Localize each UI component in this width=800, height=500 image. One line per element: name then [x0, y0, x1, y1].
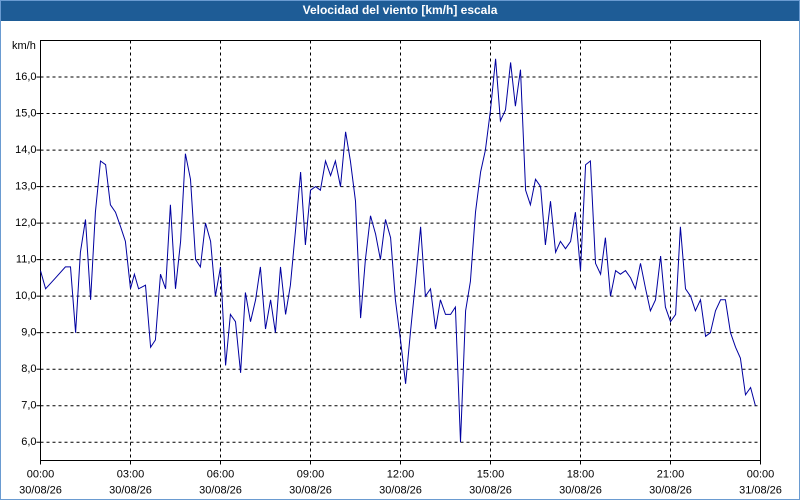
y-tick-label: 7,0 [21, 400, 36, 412]
x-tick-label: 00:00 [747, 468, 775, 480]
title-bar [0, 0, 800, 21]
y-tick-label: 11,0 [16, 254, 37, 266]
x-tick-label: 18:00 [567, 468, 595, 480]
y-tick-label: 15,0 [15, 107, 36, 119]
x-tick-label: 21:00 [657, 468, 685, 480]
x-tick-date: 30/08/26 [109, 484, 152, 496]
y-axis-label: km/h [12, 40, 36, 52]
y-tick-label: 12,0 [15, 217, 36, 229]
chart-title: Velocidad del viento [km/h] escala [303, 3, 498, 17]
x-tick-date: 30/08/26 [649, 484, 692, 496]
data-line [40, 58, 756, 443]
y-tick-label: 10,0 [15, 290, 36, 302]
y-tick-label: 9,0 [21, 327, 36, 339]
x-tick-date: 30/08/26 [469, 484, 512, 496]
y-tick-label: 8,0 [21, 363, 36, 375]
x-tick-date: 30/08/26 [559, 484, 602, 496]
x-tick-label: 06:00 [207, 468, 235, 480]
x-tick-date: 30/08/26 [19, 484, 62, 496]
x-tick-date: 30/08/26 [379, 484, 422, 496]
x-tick-date: 30/08/26 [199, 484, 242, 496]
y-tick-label: 14,0 [15, 144, 36, 156]
y-tick-label: 13,0 [15, 180, 36, 192]
x-tick-label: 03:00 [117, 468, 145, 480]
x-tick-label: 00:00 [27, 468, 55, 480]
x-tick-date: 31/08/26 [739, 484, 782, 496]
y-tick-label: 16,0 [15, 71, 36, 83]
y-tick-label: 6,0 [21, 436, 36, 448]
x-tick-label: 09:00 [297, 468, 325, 480]
x-tick-date: 30/08/26 [289, 484, 332, 496]
x-tick-label: 15:00 [477, 468, 505, 480]
x-tick-label: 12:00 [387, 468, 415, 480]
